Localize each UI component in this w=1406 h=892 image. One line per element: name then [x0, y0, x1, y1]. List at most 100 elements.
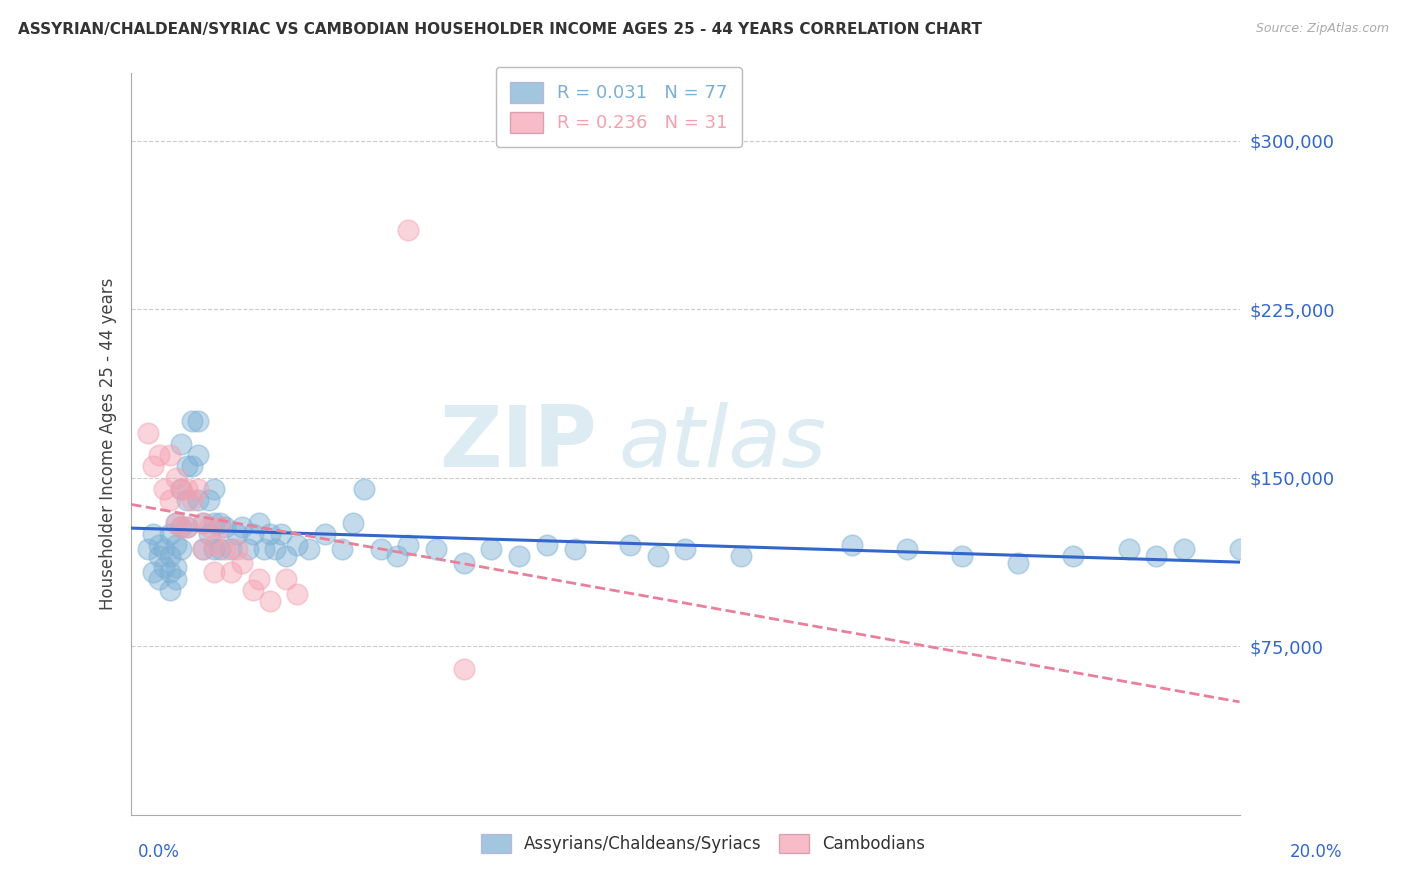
Point: [242, 582, 264, 597]
Point: [170, 482, 193, 496]
Point: [198, 526, 221, 541]
Point: [242, 526, 264, 541]
Point: [153, 482, 176, 496]
Point: [673, 542, 696, 557]
Point: [165, 516, 187, 530]
Point: [425, 542, 447, 557]
Point: [170, 482, 193, 496]
Point: [270, 526, 292, 541]
Legend: Assyrians/Chaldeans/Syriacs, Cambodians: Assyrians/Chaldeans/Syriacs, Cambodians: [472, 825, 934, 862]
Point: [276, 572, 298, 586]
Point: [136, 542, 159, 557]
Point: [148, 538, 170, 552]
Text: ASSYRIAN/CHALDEAN/SYRIAC VS CAMBODIAN HOUSEHOLDER INCOME AGES 25 - 44 YEARS CORR: ASSYRIAN/CHALDEAN/SYRIAC VS CAMBODIAN HO…: [18, 22, 983, 37]
Text: 0.0%: 0.0%: [138, 843, 180, 861]
Point: [1144, 549, 1167, 564]
Point: [647, 549, 669, 564]
Point: [564, 542, 586, 557]
Point: [287, 538, 309, 552]
Point: [208, 520, 231, 534]
Point: [330, 542, 353, 557]
Point: [508, 549, 530, 564]
Point: [353, 482, 375, 496]
Point: [219, 542, 242, 557]
Point: [170, 520, 193, 534]
Point: [896, 542, 918, 557]
Point: [187, 414, 209, 428]
Point: [202, 542, 225, 557]
Point: [181, 459, 204, 474]
Point: [148, 448, 170, 462]
Point: [370, 542, 392, 557]
Point: [165, 516, 187, 530]
Point: [225, 542, 247, 557]
Point: [387, 549, 409, 564]
Point: [214, 520, 236, 534]
Point: [231, 520, 253, 534]
Point: [247, 516, 270, 530]
Point: [396, 223, 419, 237]
Text: Source: ZipAtlas.com: Source: ZipAtlas.com: [1256, 22, 1389, 36]
Point: [193, 516, 215, 530]
Point: [952, 549, 974, 564]
Point: [176, 520, 198, 534]
Point: [170, 542, 193, 557]
Point: [259, 526, 281, 541]
Point: [193, 542, 215, 557]
Point: [165, 560, 187, 574]
Point: [208, 516, 231, 530]
Point: [619, 538, 641, 552]
Point: [198, 520, 221, 534]
Text: ZIP: ZIP: [439, 402, 596, 485]
Point: [236, 542, 259, 557]
Point: [481, 542, 503, 557]
Point: [159, 582, 181, 597]
Point: [153, 542, 176, 557]
Point: [170, 520, 193, 534]
Point: [142, 526, 165, 541]
Point: [208, 542, 231, 557]
Point: [1062, 549, 1084, 564]
Point: [214, 542, 236, 557]
Point: [176, 520, 198, 534]
Point: [148, 572, 170, 586]
Point: [159, 526, 181, 541]
Point: [176, 493, 198, 508]
Point: [202, 565, 225, 579]
Point: [159, 448, 181, 462]
Point: [159, 565, 181, 579]
Point: [202, 482, 225, 496]
Point: [730, 549, 752, 564]
Point: [264, 542, 287, 557]
Point: [181, 414, 204, 428]
Point: [176, 459, 198, 474]
Y-axis label: Householder Income Ages 25 - 44 years: Householder Income Ages 25 - 44 years: [100, 277, 117, 610]
Point: [193, 516, 215, 530]
Point: [1173, 542, 1195, 557]
Point: [159, 549, 181, 564]
Point: [1007, 556, 1029, 570]
Point: [342, 516, 364, 530]
Text: atlas: atlas: [619, 402, 827, 485]
Point: [170, 437, 193, 451]
Text: 20.0%: 20.0%: [1291, 843, 1343, 861]
Point: [536, 538, 558, 552]
Point: [225, 526, 247, 541]
Point: [841, 538, 863, 552]
Point: [165, 572, 187, 586]
Point: [297, 542, 319, 557]
Point: [276, 549, 298, 564]
Point: [202, 538, 225, 552]
Point: [165, 538, 187, 552]
Point: [187, 493, 209, 508]
Point: [153, 560, 176, 574]
Point: [287, 587, 309, 601]
Point: [142, 459, 165, 474]
Point: [219, 565, 242, 579]
Point: [231, 556, 253, 570]
Point: [159, 493, 181, 508]
Point: [396, 538, 419, 552]
Point: [202, 516, 225, 530]
Point: [176, 482, 198, 496]
Point: [181, 493, 204, 508]
